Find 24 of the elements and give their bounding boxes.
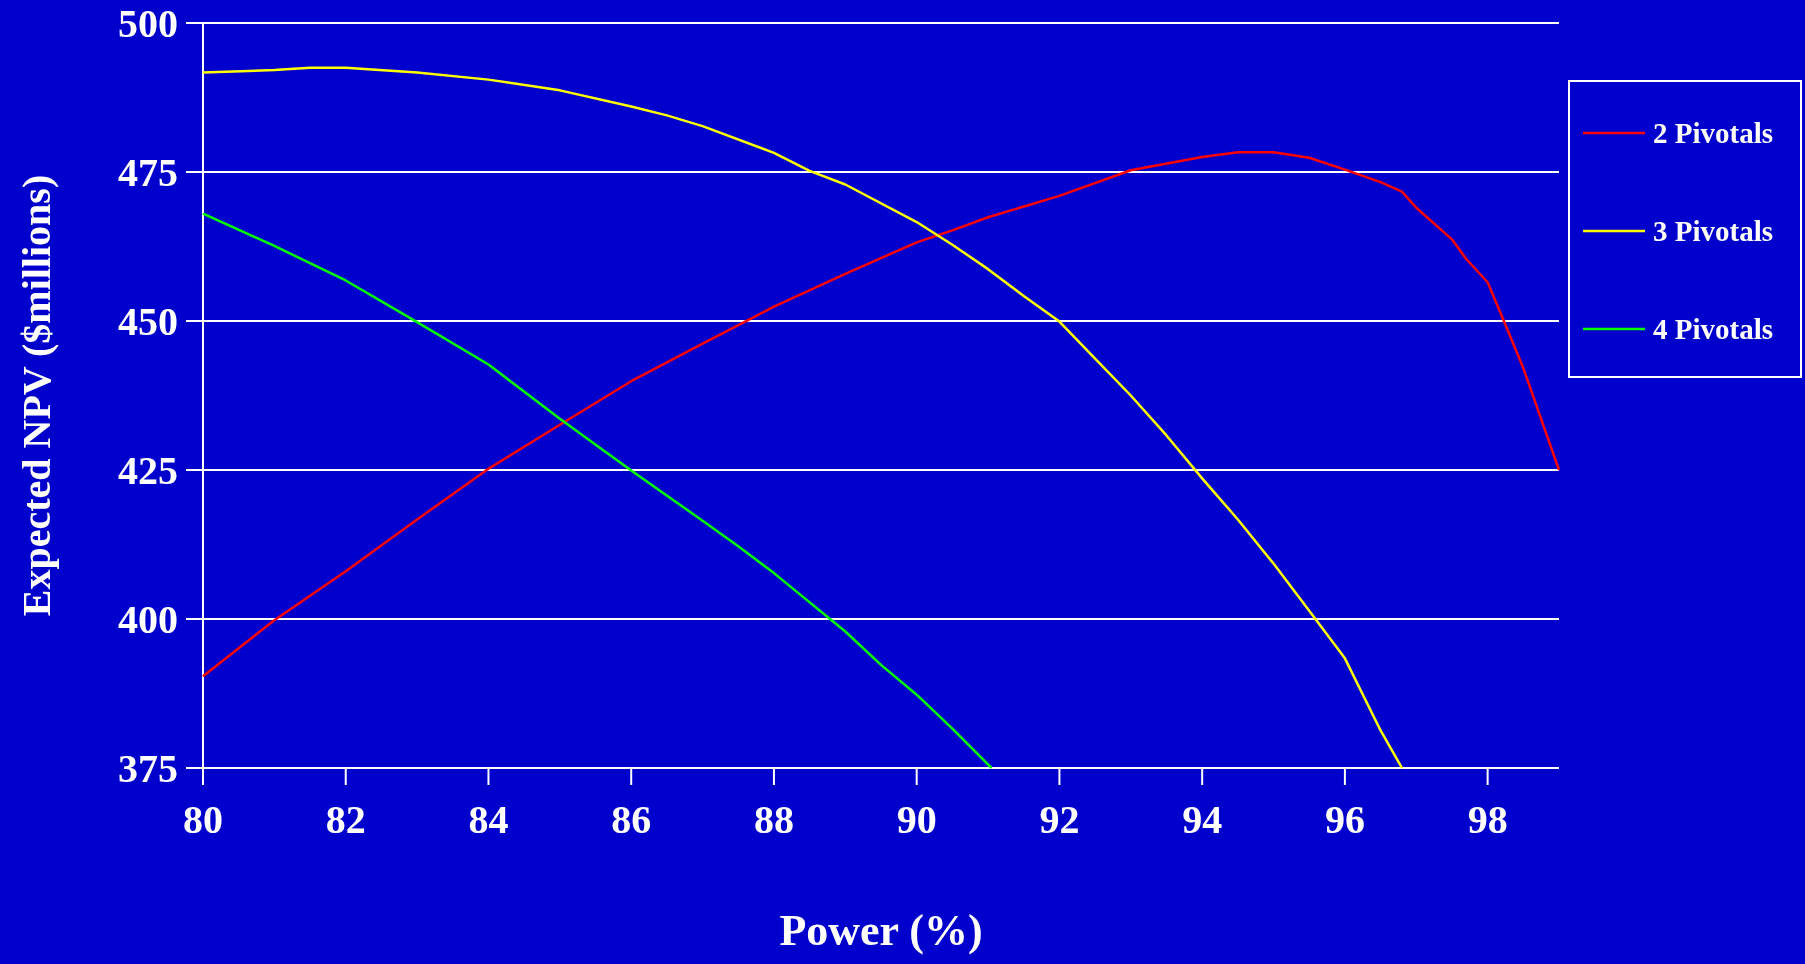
y-tick-label: 425 [118, 448, 178, 493]
x-tick-label: 88 [753, 797, 794, 842]
y-tick-label: 450 [118, 299, 178, 344]
y-tick-label: 475 [118, 150, 178, 195]
legend-label: 2 Pivotals [1653, 117, 1774, 150]
x-axis-title: Power (%) [779, 906, 983, 955]
legend-label: 3 Pivotals [1653, 215, 1774, 248]
x-tick-label: 84 [468, 797, 509, 842]
y-tick-label: 400 [118, 597, 178, 642]
x-tick-label: 82 [325, 797, 366, 842]
legend-label: 4 Pivotals [1653, 313, 1774, 346]
x-tick-label: 96 [1324, 797, 1365, 842]
y-tick-label: 500 [118, 1, 178, 46]
x-tick-label: 90 [896, 797, 937, 842]
x-tick-label: 94 [1182, 797, 1223, 842]
x-tick-label: 92 [1039, 797, 1080, 842]
line-series [201, 212, 993, 770]
y-axis-title: Expected NPV ($millions) [14, 174, 59, 617]
x-tick-label: 86 [611, 797, 652, 842]
line-series [201, 151, 1561, 678]
x-tick-label: 98 [1467, 797, 1508, 842]
line-series [201, 66, 1404, 770]
x-tick-label: 80 [183, 797, 223, 842]
y-tick-label: 375 [118, 746, 178, 791]
